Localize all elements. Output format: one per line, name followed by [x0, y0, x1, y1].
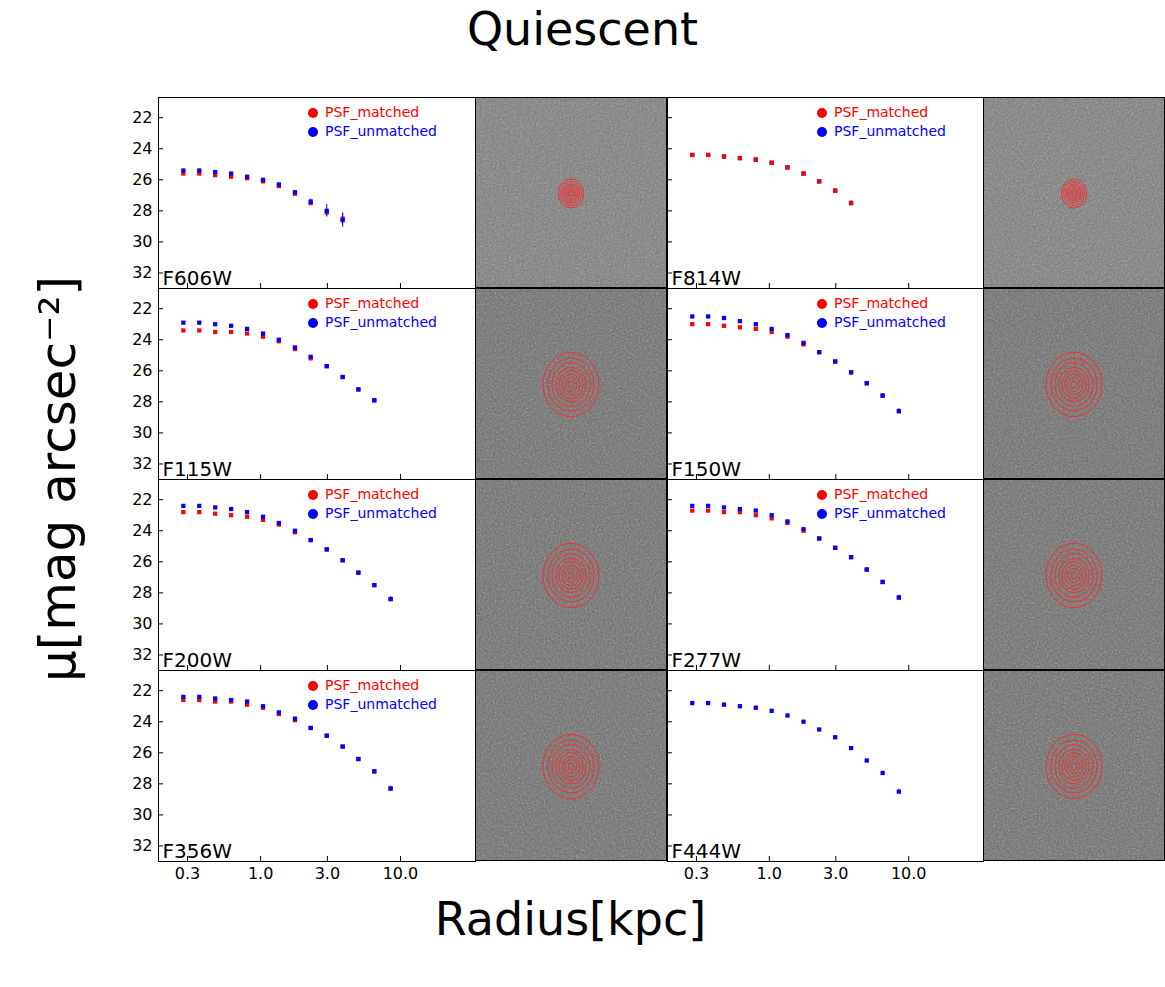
svg-text:F277W: F277W — [672, 648, 742, 672]
svg-text:26: 26 — [132, 552, 152, 571]
svg-text:1.0: 1.0 — [757, 864, 782, 883]
html-text:PSF_matched: PSF_matched — [325, 104, 420, 120]
svg-text:24: 24 — [132, 330, 152, 349]
svg-text:F606W: F606W — [163, 266, 233, 290]
svg-text:F115W: F115W — [163, 457, 233, 481]
svg-text:30: 30 — [132, 423, 152, 442]
svg-text:32: 32 — [132, 645, 152, 664]
html-text:Quiescent: Quiescent — [466, 2, 699, 56]
svg-text:32: 32 — [132, 454, 152, 473]
svg-text:F444W: F444W — [672, 839, 742, 863]
svg-text:0.3: 0.3 — [684, 864, 709, 883]
svg-text:3.0: 3.0 — [315, 864, 340, 883]
html-text:PSF_unmatched: PSF_unmatched — [834, 505, 946, 521]
html-text:PSF_matched: PSF_matched — [325, 295, 420, 311]
svg-text:30: 30 — [132, 232, 152, 251]
svg-text:28: 28 — [132, 201, 152, 220]
svg-text:22: 22 — [132, 490, 152, 509]
svg-text:24: 24 — [132, 521, 152, 540]
html-text:PSF_matched: PSF_matched — [834, 104, 929, 120]
html-text:Radius[kpc]: Radius[kpc] — [434, 892, 707, 946]
svg-text:30: 30 — [132, 614, 152, 633]
svg-text:32: 32 — [132, 836, 152, 855]
html-text:PSF_matched: PSF_matched — [834, 486, 929, 502]
html-text:PSF_matched: PSF_matched — [325, 486, 420, 502]
svg-text:1.0: 1.0 — [248, 864, 273, 883]
html-text:PSF_unmatched: PSF_unmatched — [834, 314, 946, 330]
svg-text:22: 22 — [132, 108, 152, 127]
html-text:PSF_unmatched: PSF_unmatched — [325, 314, 437, 330]
svg-text:26: 26 — [132, 743, 152, 762]
svg-text:3.0: 3.0 — [823, 864, 848, 883]
svg-text:22: 22 — [132, 681, 152, 700]
svg-text:10.0: 10.0 — [891, 864, 927, 883]
svg-text:32: 32 — [132, 263, 152, 282]
html-text:PSF_matched: PSF_matched — [325, 677, 420, 693]
svg-text:F814W: F814W — [672, 266, 742, 290]
svg-text:F356W: F356W — [163, 839, 233, 863]
html-text:PSF_unmatched: PSF_unmatched — [325, 696, 437, 712]
html-text:PSF_matched: PSF_matched — [834, 295, 929, 311]
html-text:PSF_unmatched: PSF_unmatched — [325, 123, 437, 139]
svg-text:24: 24 — [132, 139, 152, 158]
html-text:PSF_unmatched: PSF_unmatched — [834, 123, 946, 139]
svg-text:F150W: F150W — [672, 457, 742, 481]
svg-text:24: 24 — [132, 712, 152, 731]
html-text:μ[mag arcsec⁻²]: μ[mag arcsec⁻²] — [29, 275, 87, 683]
svg-text:22: 22 — [132, 299, 152, 318]
svg-text:28: 28 — [132, 392, 152, 411]
svg-text:26: 26 — [132, 361, 152, 380]
svg-text:28: 28 — [132, 774, 152, 793]
svg-text:10.0: 10.0 — [383, 864, 419, 883]
html-text:PSF_unmatched: PSF_unmatched — [325, 505, 437, 521]
svg-text:30: 30 — [132, 805, 152, 824]
svg-text:F200W: F200W — [163, 648, 233, 672]
svg-text:28: 28 — [132, 583, 152, 602]
svg-text:0.3: 0.3 — [175, 864, 200, 883]
svg-text:26: 26 — [132, 170, 152, 189]
